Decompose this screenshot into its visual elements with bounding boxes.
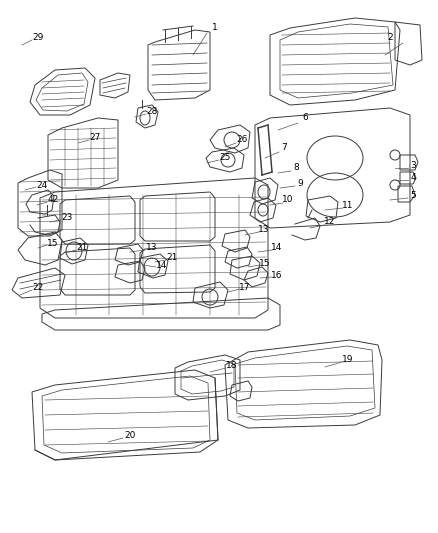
Text: 18: 18	[226, 360, 238, 369]
Text: 9: 9	[297, 179, 303, 188]
Text: 15: 15	[259, 259, 271, 268]
Text: 21: 21	[166, 254, 178, 262]
Text: 23: 23	[61, 214, 73, 222]
Text: 28: 28	[146, 108, 158, 117]
Text: 15: 15	[47, 238, 59, 247]
Text: 27: 27	[89, 133, 101, 142]
Text: 12: 12	[324, 217, 336, 227]
Text: 6: 6	[302, 114, 308, 123]
Text: 29: 29	[32, 34, 44, 43]
Text: 20: 20	[124, 431, 136, 440]
Text: 14: 14	[271, 244, 283, 253]
Text: 13: 13	[258, 225, 270, 235]
Text: 24: 24	[36, 181, 48, 190]
Text: 3: 3	[410, 160, 416, 169]
Text: 5: 5	[410, 191, 416, 200]
Text: 11: 11	[342, 200, 354, 209]
Text: 4: 4	[410, 174, 416, 182]
Text: 26: 26	[237, 135, 247, 144]
Text: 16: 16	[271, 271, 283, 279]
Text: 8: 8	[293, 164, 299, 173]
Text: 10: 10	[282, 196, 294, 205]
Text: 7: 7	[281, 143, 287, 152]
Text: 14: 14	[156, 261, 168, 270]
Text: 25: 25	[219, 154, 231, 163]
Text: 19: 19	[342, 356, 354, 365]
Text: 2: 2	[387, 34, 393, 43]
Text: 42: 42	[47, 196, 59, 205]
Text: 13: 13	[146, 244, 158, 253]
Text: 17: 17	[239, 282, 251, 292]
Text: 22: 22	[32, 284, 44, 293]
Text: 1: 1	[212, 23, 218, 33]
Text: 21: 21	[76, 244, 88, 253]
